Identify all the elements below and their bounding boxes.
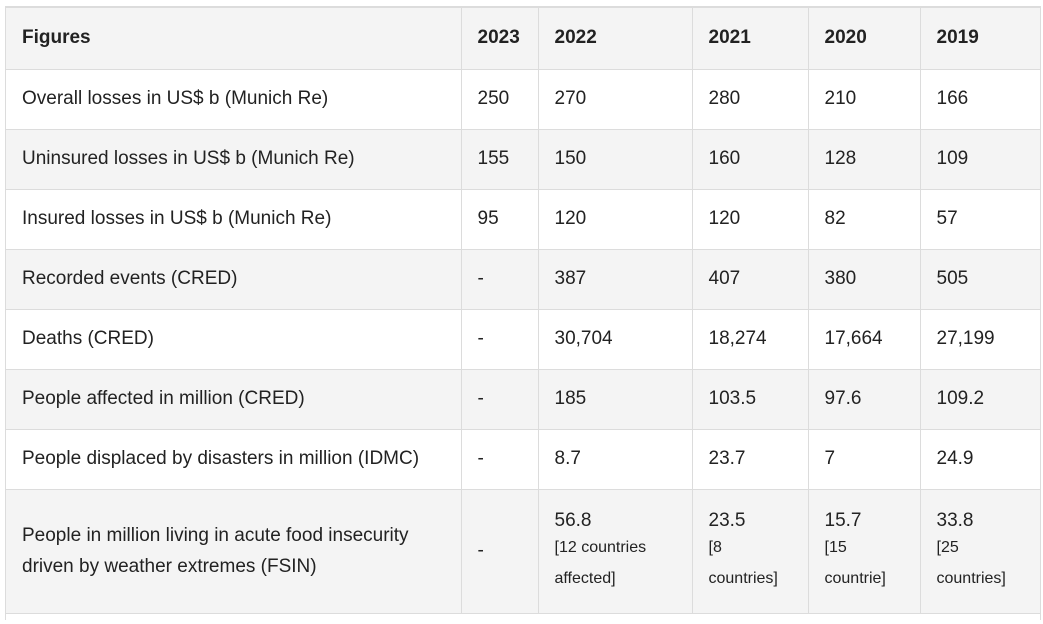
cell-value: 103.5 — [691, 369, 808, 430]
cell-value: 30,704 — [537, 309, 692, 370]
statistics-table-container: Figures 2023 2022 2021 2020 2019 Overall… — [5, 6, 1041, 620]
cell-value: 120 — [537, 189, 692, 250]
cell-value: - — [460, 429, 538, 490]
cell-value: 17,664 — [807, 309, 920, 370]
cell-value: - — [460, 369, 538, 430]
cell-main-value: 56.8 — [554, 509, 592, 531]
cell-value: 280 — [691, 69, 808, 130]
cell-value: 8.7 — [537, 429, 692, 490]
cell-value-with-note: 15.7 [15 countrie] — [807, 489, 920, 614]
row-label-line: driven by weather extremes (FSIN) — [22, 556, 317, 577]
header-year-2022: 2022 — [537, 8, 692, 70]
cell-value: 27,199 — [919, 309, 1040, 370]
cell-value: 505 — [919, 249, 1040, 310]
row-label: Uninsured losses in US$ b (Munich Re) — [6, 129, 461, 190]
cell-value: 160 — [691, 129, 808, 190]
cell-value: 210 — [807, 69, 920, 130]
cell-note: [15 countrie] — [824, 538, 886, 587]
header-year-2021: 2021 — [691, 8, 808, 70]
row-label: Overall losses in US$ b (Munich Re) — [6, 69, 461, 130]
cell-value-with-note: 33.8 [25 countries] — [919, 489, 1040, 614]
row-label: People affected in million (CRED) — [6, 369, 461, 430]
cell-value: 95 — [460, 189, 538, 250]
header-year-2023: 2023 — [460, 8, 538, 70]
table-row: Insured losses in US$ b (Munich Re) 95 1… — [6, 189, 1040, 250]
cell-value: 109 — [919, 129, 1040, 190]
cell-value: 185 — [537, 369, 692, 430]
cell-value: - — [460, 309, 538, 370]
cell-value: 109.2 — [919, 369, 1040, 430]
table-row: People displaced by disasters in million… — [6, 429, 1040, 490]
cell-value: 97.6 — [807, 369, 920, 430]
cell-note: [25 countries] — [936, 538, 1006, 587]
cell-note: [12 countries affected] — [554, 538, 647, 587]
cell-value: - — [460, 489, 538, 614]
disaster-statistics-table: Figures 2023 2022 2021 2020 2019 Overall… — [6, 8, 1040, 614]
cell-value: 23.7 — [691, 429, 808, 490]
row-label: Deaths (CRED) — [6, 309, 461, 370]
row-label: Insured losses in US$ b (Munich Re) — [6, 189, 461, 250]
cell-value: 120 — [691, 189, 808, 250]
cell-value: 155 — [460, 129, 538, 190]
table-row: Deaths (CRED) - 30,704 18,274 17,664 27,… — [6, 309, 1040, 370]
cell-value: 380 — [807, 249, 920, 310]
header-year-2020: 2020 — [807, 8, 920, 70]
cell-value: 250 — [460, 69, 538, 130]
cell-value: 166 — [919, 69, 1040, 130]
cell-value: 82 — [807, 189, 920, 250]
row-label: People in million living in acute food i… — [6, 489, 461, 614]
table-row-food-insecurity: People in million living in acute food i… — [6, 489, 1040, 614]
table-row: Uninsured losses in US$ b (Munich Re) 15… — [6, 129, 1040, 190]
cell-main-value: 33.8 — [936, 509, 974, 531]
row-label-line: People in million living in acute food i… — [22, 525, 409, 546]
table-row: Overall losses in US$ b (Munich Re) 250 … — [6, 69, 1040, 130]
cell-main-value: 23.5 — [708, 509, 746, 531]
table-row: Recorded events (CRED) - 387 407 380 505 — [6, 249, 1040, 310]
cell-value: 128 — [807, 129, 920, 190]
table-row: People affected in million (CRED) - 185 … — [6, 369, 1040, 430]
header-year-2019: 2019 — [919, 8, 1040, 70]
cell-value: 57 — [919, 189, 1040, 250]
cell-value: 407 — [691, 249, 808, 310]
cell-main-value: 15.7 — [824, 509, 862, 531]
row-label: Recorded events (CRED) — [6, 249, 461, 310]
cell-value: 18,274 — [691, 309, 808, 370]
cell-note: [8 countries] — [708, 538, 778, 587]
cell-value: - — [460, 249, 538, 310]
cell-value-with-note: 23.5 [8 countries] — [691, 489, 808, 614]
cell-value-with-note: 56.8 [12 countries affected] — [537, 489, 692, 614]
cell-value: 150 — [537, 129, 692, 190]
cell-value: 270 — [537, 69, 692, 130]
cell-value: 387 — [537, 249, 692, 310]
row-label: People displaced by disasters in million… — [6, 429, 461, 490]
cell-value: 7 — [807, 429, 920, 490]
header-row: Figures 2023 2022 2021 2020 2019 — [6, 8, 1040, 70]
header-figures: Figures — [6, 8, 461, 70]
cell-value: 24.9 — [919, 429, 1040, 490]
